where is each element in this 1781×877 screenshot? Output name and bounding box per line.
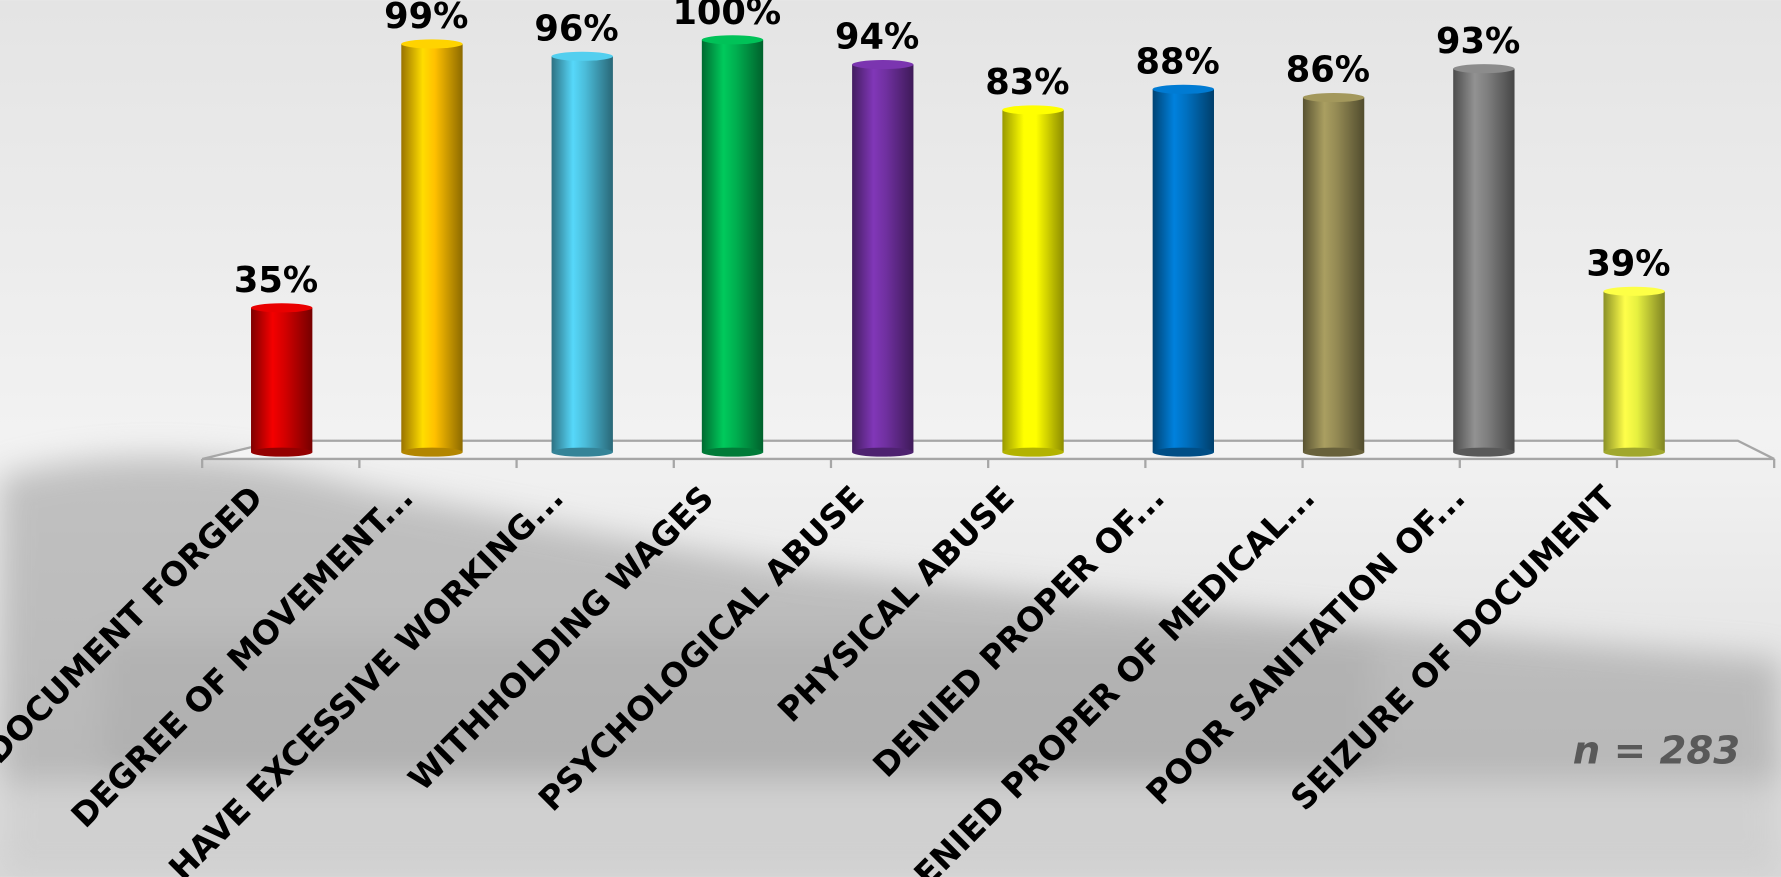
- bar: [551, 56, 613, 453]
- bar: [401, 43, 463, 453]
- bar-base: [852, 447, 914, 457]
- bar: [1152, 89, 1214, 453]
- bar-base: [1002, 447, 1064, 457]
- bar-cap: [1152, 84, 1214, 94]
- bar-cap: [401, 39, 463, 49]
- data-label: 96%: [534, 8, 618, 49]
- data-label: 94%: [835, 17, 919, 58]
- bar-cap: [251, 303, 313, 313]
- bar-base: [701, 447, 764, 457]
- bar-cap: [1453, 64, 1515, 74]
- bar-base: [1453, 447, 1515, 457]
- data-label: 35%: [234, 260, 318, 301]
- bar: [1002, 109, 1064, 453]
- bar-cap: [701, 35, 764, 45]
- bar-cap: [1302, 92, 1365, 103]
- data-label: 100%: [672, 0, 781, 33]
- bar-base: [401, 447, 463, 457]
- bar: [1603, 291, 1665, 453]
- bar: [701, 39, 764, 453]
- data-label: 93%: [1436, 21, 1520, 62]
- data-label: 83%: [985, 62, 1069, 103]
- bar-cap: [1002, 105, 1064, 115]
- bar: [251, 307, 313, 453]
- bar-cap: [1603, 286, 1665, 296]
- data-label: 39%: [1586, 243, 1670, 284]
- bar: [852, 64, 914, 453]
- bar-base: [1152, 447, 1214, 457]
- background-scenery: [0, 456, 1781, 877]
- bar-base: [1603, 447, 1665, 457]
- bar-cap: [852, 60, 914, 70]
- data-label: 88%: [1136, 41, 1220, 82]
- bar-base: [551, 447, 613, 457]
- bar: [1453, 68, 1515, 453]
- note: n = 283: [1573, 728, 1740, 773]
- bar-base: [1302, 447, 1365, 457]
- data-label: 86%: [1286, 50, 1370, 91]
- bar-base: [251, 447, 313, 457]
- bar-cap: [551, 51, 613, 61]
- bar: [1302, 97, 1365, 453]
- data-label: 99%: [384, 0, 468, 37]
